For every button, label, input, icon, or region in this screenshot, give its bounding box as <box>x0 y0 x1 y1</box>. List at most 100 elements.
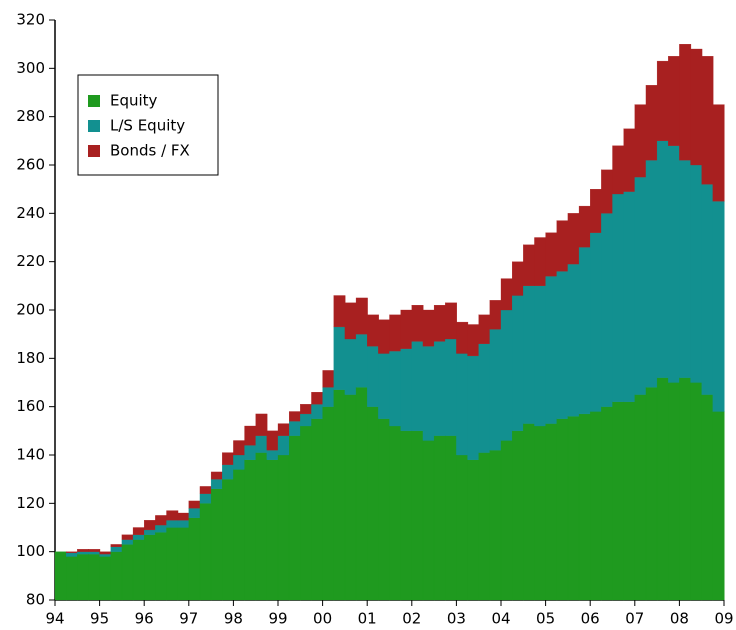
bar-segment <box>422 346 435 441</box>
bar-segment <box>333 295 346 328</box>
bar-segment <box>489 329 502 451</box>
y-tick-label: 220 <box>16 252 45 270</box>
y-tick-label: 160 <box>16 397 45 415</box>
bar-segment <box>478 343 491 453</box>
bar-segment <box>578 205 591 248</box>
bar-segment <box>668 56 680 146</box>
bar-segment <box>411 305 424 342</box>
bar-segment <box>222 452 234 465</box>
bar-segment <box>656 60 669 141</box>
bar-segment <box>422 309 435 347</box>
x-tick-label: 94 <box>45 610 64 628</box>
bar-segment <box>634 394 647 601</box>
bar-segment <box>88 549 101 552</box>
x-tick-label: 96 <box>135 610 154 628</box>
bar-segment <box>612 401 625 601</box>
bar-segment <box>645 160 658 388</box>
bar-segment <box>645 387 658 601</box>
legend-swatch <box>88 95 100 107</box>
bar-segment <box>679 44 692 161</box>
bar-segment <box>121 544 134 601</box>
bar-segment <box>701 184 714 395</box>
bar-segment <box>400 309 413 349</box>
bar-segment <box>300 404 312 415</box>
bar-segment <box>155 524 168 533</box>
bar-segment <box>467 459 480 601</box>
bar-segment <box>645 85 658 161</box>
bar-segment <box>433 435 446 601</box>
x-tick-label: 06 <box>581 610 600 628</box>
x-tick-label: 05 <box>536 610 555 628</box>
x-tick-label: 02 <box>402 610 421 628</box>
bar-segment <box>534 425 547 601</box>
bar-segment <box>233 469 246 601</box>
bar-segment <box>322 406 335 601</box>
bar-segment <box>99 556 112 601</box>
bar-segment <box>712 201 725 412</box>
y-tick-label: 80 <box>26 591 45 609</box>
bar-segment <box>590 232 602 412</box>
bar-segment <box>590 411 602 601</box>
bar-segment <box>266 450 279 460</box>
bar-segment <box>534 285 547 427</box>
bar-segment <box>456 454 469 601</box>
bar-segment <box>389 350 402 427</box>
bar-segment <box>545 232 558 277</box>
bar-segment <box>166 527 179 601</box>
bar-segment <box>355 387 368 601</box>
bar-segment <box>155 532 168 601</box>
bar-segment <box>255 413 268 436</box>
bar-segment <box>288 421 301 436</box>
bar-segment <box>244 425 257 446</box>
bar-segment <box>199 493 212 504</box>
x-tick-label: 08 <box>670 610 689 628</box>
bar-segment <box>210 471 223 480</box>
bar-segment <box>199 503 212 601</box>
y-tick-label: 280 <box>16 107 45 125</box>
bar-segment <box>132 527 145 535</box>
bar-segment <box>500 309 513 441</box>
bar-segment <box>110 546 123 552</box>
bar-segment <box>601 406 614 601</box>
bar-segment <box>578 247 591 415</box>
x-tick-label: 95 <box>90 610 109 628</box>
bar-segment <box>701 394 714 601</box>
bar-segment <box>690 164 703 383</box>
bar-segment <box>121 534 134 540</box>
bar-segment <box>433 305 446 342</box>
bar-segment <box>445 435 457 601</box>
bar-segment <box>355 297 368 335</box>
bar-segment <box>378 418 391 601</box>
bar-segment <box>668 145 680 383</box>
bar-segment <box>467 355 480 460</box>
y-tick-label: 100 <box>16 542 45 560</box>
bar-segment <box>712 104 725 202</box>
bar-segment <box>367 346 379 407</box>
x-tick-label: 98 <box>224 610 243 628</box>
bar-segment <box>144 529 156 535</box>
bar-segment <box>679 160 692 378</box>
bar-segment <box>210 479 223 489</box>
bar-segment <box>110 544 123 547</box>
legend-label: Bonds / FX <box>110 142 190 160</box>
bar-segment <box>244 459 257 601</box>
x-tick-label: 04 <box>491 610 510 628</box>
bar-segment <box>545 423 558 601</box>
bar-segment <box>612 145 625 195</box>
bar-segment <box>389 314 402 352</box>
bar-segment <box>556 418 569 601</box>
bar-segment <box>556 271 569 419</box>
bar-segment <box>199 486 212 494</box>
legend-box <box>77 74 219 176</box>
bar-segment <box>367 314 379 347</box>
bar-segment <box>545 276 558 424</box>
bar-segment <box>411 430 424 601</box>
bar-segment <box>433 341 446 436</box>
bar-segment <box>623 128 636 192</box>
bar-segment <box>288 435 301 601</box>
bar-segment <box>300 413 312 427</box>
bar-segment <box>445 338 457 436</box>
bar-segment <box>77 553 90 601</box>
bar-segment <box>389 425 402 601</box>
